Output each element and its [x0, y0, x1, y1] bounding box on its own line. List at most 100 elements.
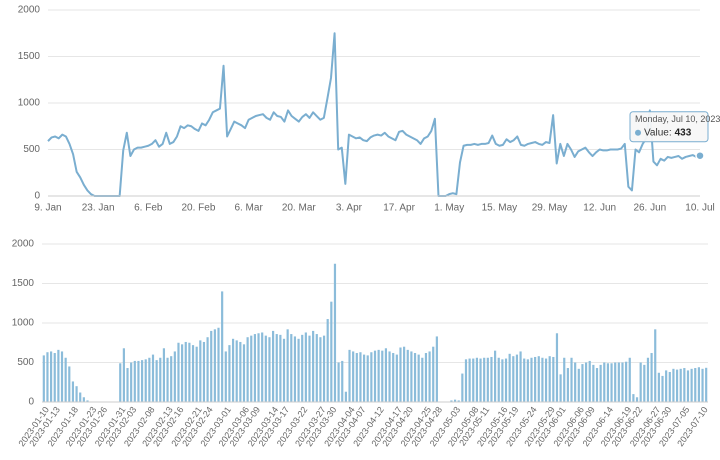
bar [122, 348, 125, 402]
bar [570, 357, 573, 402]
bar [217, 327, 220, 402]
bar [239, 341, 242, 402]
bar [82, 397, 85, 402]
tooltip: Monday, Jul 10, 2023 Value: 433 [629, 111, 720, 143]
bar [377, 349, 380, 402]
bar [64, 357, 67, 402]
y-tick-label: 1500 [18, 51, 41, 62]
bar [144, 359, 147, 402]
bar [155, 360, 158, 402]
bar [50, 351, 53, 402]
bar [126, 368, 129, 402]
x-tick-label: 15. May [482, 203, 518, 214]
bar [617, 362, 620, 402]
x-tick-label: 9. Jan [34, 203, 61, 214]
bar [275, 334, 278, 402]
bar [130, 362, 133, 402]
bar [603, 362, 606, 402]
bar [319, 337, 322, 402]
bar [177, 342, 180, 402]
bar [264, 335, 267, 402]
bar [75, 386, 78, 402]
bar [301, 334, 304, 402]
bar [188, 342, 191, 402]
bar [435, 336, 438, 402]
bar [599, 364, 602, 402]
bar [337, 362, 340, 402]
bar [344, 391, 347, 402]
bar [665, 370, 668, 402]
bar [60, 351, 64, 402]
bar [53, 353, 56, 402]
bar [79, 392, 82, 402]
bar [166, 357, 169, 402]
bar [512, 356, 515, 402]
bar [559, 374, 562, 402]
bar [384, 348, 388, 402]
bar [71, 381, 75, 402]
bar [173, 351, 176, 402]
bar [221, 291, 224, 402]
bar [428, 351, 431, 402]
y-tick-label: 2000 [18, 5, 41, 16]
bar [453, 399, 457, 402]
bar [137, 360, 140, 402]
y-tick-label: 1000 [18, 98, 41, 109]
bar [432, 346, 435, 402]
y-tick-label: 0 [28, 397, 34, 408]
bar [352, 351, 355, 402]
x-tick-label: 29. May [532, 203, 568, 214]
line [47, 32, 701, 197]
bar [483, 357, 486, 402]
bar [672, 368, 675, 402]
bar [581, 364, 584, 402]
bar [479, 358, 482, 402]
bar [304, 332, 307, 402]
bar [519, 351, 522, 402]
bar [213, 329, 216, 402]
bar [490, 356, 493, 402]
bar [584, 362, 588, 402]
bar [199, 340, 202, 402]
bar [406, 349, 409, 402]
bar [257, 333, 260, 402]
bar [242, 344, 246, 402]
x-tick-label: 1. May [434, 203, 464, 214]
bar [592, 364, 595, 402]
bar [544, 358, 548, 402]
bar [526, 359, 529, 402]
bar [643, 364, 646, 402]
bar [661, 375, 664, 402]
y-tick-label: 500 [23, 144, 40, 155]
tooltip-value: 433 [675, 127, 692, 138]
bar [268, 337, 271, 402]
bar [181, 344, 184, 402]
bar [195, 346, 198, 402]
bar [133, 360, 136, 402]
x-tick-label: 23. Jan [82, 203, 115, 214]
bar [610, 363, 613, 402]
bar [417, 354, 420, 402]
x-tick-label: 20. Feb [182, 203, 216, 214]
bar [632, 394, 635, 402]
bar [297, 338, 300, 402]
bar [184, 341, 187, 402]
bar [464, 359, 468, 402]
bar [650, 353, 653, 402]
bar [701, 368, 704, 402]
y-tick-label: 2000 [12, 239, 35, 250]
bar [395, 354, 398, 402]
y-tick-label: 0 [34, 191, 40, 202]
y-tick-label: 1500 [12, 278, 35, 289]
bar [515, 354, 519, 402]
bar [450, 400, 453, 402]
bar [468, 358, 471, 402]
bar [457, 400, 460, 402]
bar [191, 345, 195, 402]
bar [421, 357, 424, 402]
bar [68, 366, 71, 402]
tooltip-swatch [635, 129, 641, 136]
bar [654, 329, 657, 402]
bar [366, 355, 369, 402]
